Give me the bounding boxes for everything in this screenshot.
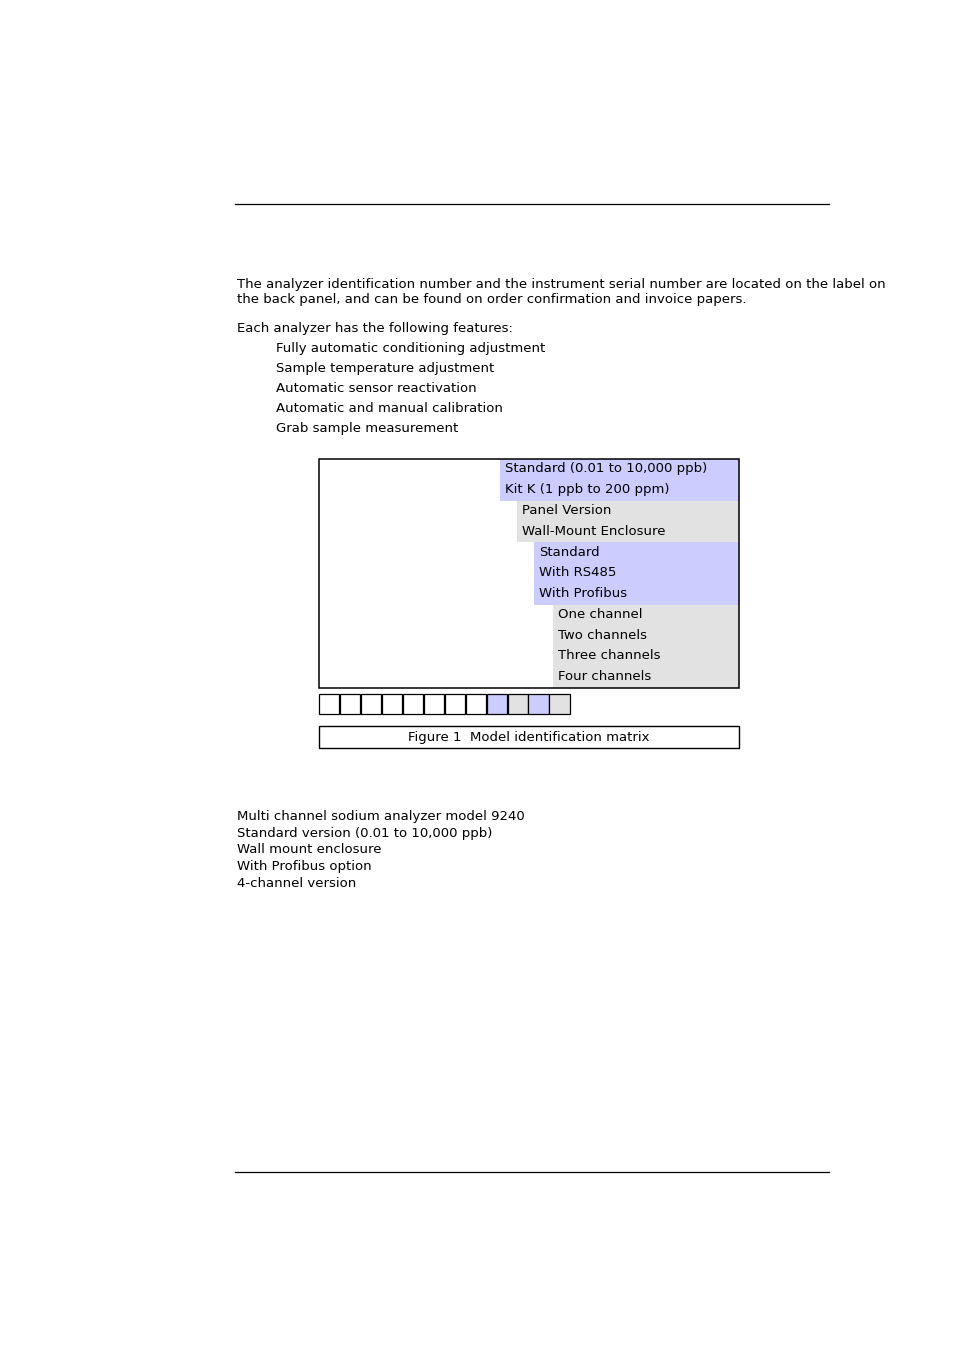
Text: the back panel, and can be found on order confirmation and invoice papers.: the back panel, and can be found on orde… (236, 293, 746, 306)
Bar (528, 694, 548, 714)
Bar (549, 694, 569, 714)
Bar (517, 521, 739, 543)
Text: Three channels: Three channels (558, 649, 659, 663)
Text: Kit K (1 ppb to 200 ppm): Kit K (1 ppb to 200 ppm) (505, 483, 669, 497)
Bar (465, 694, 485, 714)
Text: Standard: Standard (538, 545, 599, 559)
Bar (423, 694, 443, 714)
Bar (319, 459, 739, 688)
Text: Automatic and manual calibration: Automatic and manual calibration (275, 402, 502, 416)
Text: Fully automatic conditioning adjustment: Fully automatic conditioning adjustment (275, 342, 544, 355)
Text: Standard version (0.01 to 10,000 ppb): Standard version (0.01 to 10,000 ppb) (236, 826, 492, 840)
Bar (534, 563, 739, 585)
Bar (534, 585, 739, 605)
Text: Wall mount enclosure: Wall mount enclosure (236, 844, 381, 856)
Bar (552, 605, 739, 625)
Text: Sample temperature adjustment: Sample temperature adjustment (275, 362, 494, 375)
Bar (499, 481, 739, 501)
Bar (319, 726, 739, 748)
Text: The analyzer identification number and the instrument serial number are located : The analyzer identification number and t… (236, 278, 884, 290)
Bar (517, 501, 739, 521)
Bar (340, 694, 360, 714)
Bar (360, 694, 381, 714)
Bar (507, 694, 527, 714)
Text: Multi channel sodium analyzer model 9240: Multi channel sodium analyzer model 9240 (236, 810, 524, 822)
Text: Figure 1  Model identification matrix: Figure 1 Model identification matrix (408, 730, 649, 744)
Text: One channel: One channel (558, 608, 641, 621)
Bar (402, 694, 422, 714)
Text: With RS485: With RS485 (538, 566, 616, 579)
Bar (552, 625, 739, 647)
Text: Panel Version: Panel Version (521, 504, 611, 517)
Text: Grab sample measurement: Grab sample measurement (275, 423, 457, 435)
Text: With Profibus: With Profibus (538, 587, 627, 601)
Bar (381, 694, 402, 714)
Bar (552, 667, 739, 688)
Text: Each analyzer has the following features:: Each analyzer has the following features… (236, 323, 513, 335)
Bar (534, 543, 739, 563)
Text: Wall-Mount Enclosure: Wall-Mount Enclosure (521, 525, 665, 537)
Bar (444, 694, 464, 714)
Text: Automatic sensor reactivation: Automatic sensor reactivation (275, 382, 476, 396)
Text: 4-channel version: 4-channel version (236, 878, 355, 891)
Bar (486, 694, 506, 714)
Bar (319, 459, 739, 688)
Text: Two channels: Two channels (558, 629, 646, 641)
Bar (319, 694, 339, 714)
Text: Standard (0.01 to 10,000 ppb): Standard (0.01 to 10,000 ppb) (505, 462, 707, 475)
Text: Four channels: Four channels (558, 670, 651, 683)
Bar (552, 647, 739, 667)
Text: With Profibus option: With Profibus option (236, 860, 372, 873)
Bar (499, 459, 739, 481)
